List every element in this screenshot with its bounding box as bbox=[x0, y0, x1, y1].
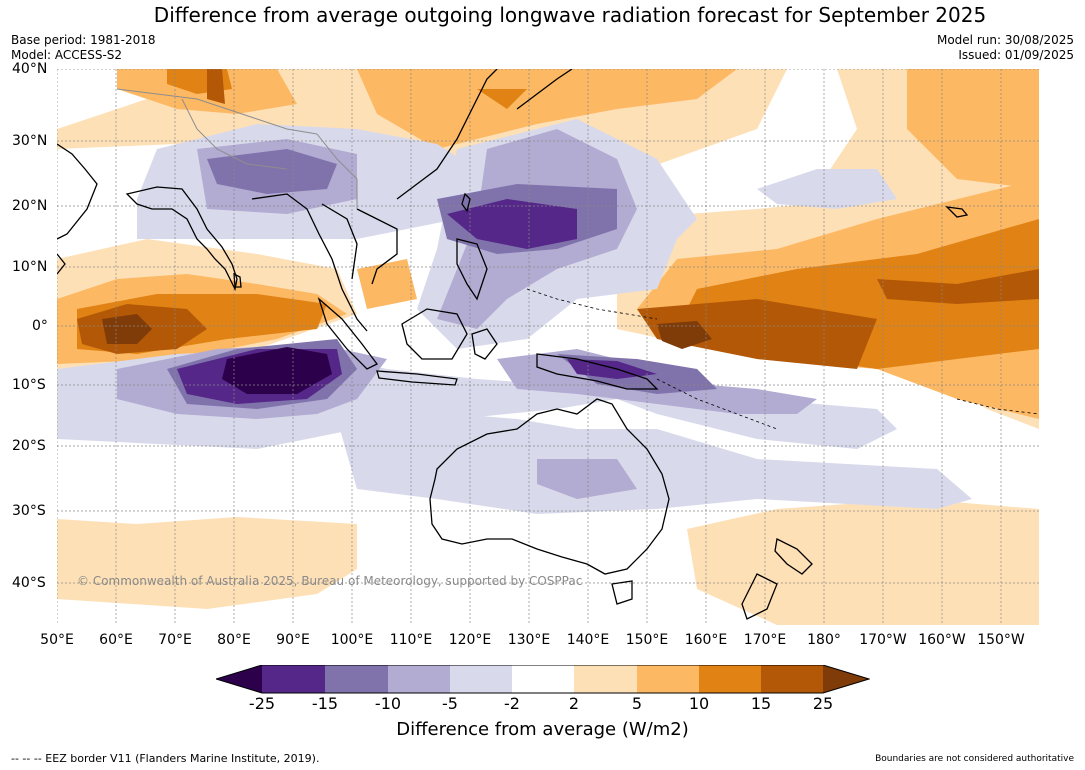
colorbar-tick: -5 bbox=[442, 694, 458, 713]
colorbar-outline bbox=[216, 665, 870, 694]
lon-label-170w: 170°W bbox=[859, 632, 907, 648]
lon-label-110e: 110°E bbox=[389, 632, 433, 648]
eez-borders bbox=[526, 288, 1039, 430]
country-borders bbox=[116, 88, 358, 209]
graticule bbox=[57, 69, 1039, 625]
colorbar-tick: 2 bbox=[568, 694, 580, 713]
lat-label-20s: 20°S bbox=[12, 438, 46, 454]
colorbar-tick: 5 bbox=[631, 694, 643, 713]
map-title: Difference from average outgoing longwav… bbox=[153, 3, 987, 27]
lat-label-10n: 10°N bbox=[12, 259, 48, 275]
colorbar-min-arrow bbox=[216, 665, 262, 693]
meta-left: Base period: 1981-2018 Model: ACCESS-S2 bbox=[11, 33, 156, 63]
lat-label-0: 0° bbox=[32, 318, 48, 334]
lon-label-100e: 100°E bbox=[330, 632, 374, 648]
colorbar-max-arrow bbox=[823, 665, 869, 693]
lon-label-150w: 150°W bbox=[977, 632, 1025, 648]
lat-label-30n: 30°N bbox=[12, 133, 48, 149]
colorbar-swatch-8 bbox=[699, 665, 761, 693]
lat-label-20n: 20°N bbox=[12, 198, 48, 214]
copyright-note: © Commonwealth of Australia 2025, Bureau… bbox=[77, 574, 583, 588]
lon-label-160w: 160°W bbox=[918, 632, 966, 648]
model-run: Model run: 30/08/2025 bbox=[936, 33, 1074, 47]
anomaly-gt25 bbox=[102, 314, 712, 349]
colorbar-tick: 25 bbox=[812, 694, 834, 713]
colorbar-swatch-7 bbox=[637, 665, 699, 693]
lon-label-180: 180° bbox=[807, 632, 841, 648]
issued-date: Issued: 01/09/2025 bbox=[958, 48, 1074, 62]
coastlines bbox=[57, 69, 969, 620]
lon-label-170e: 170°E bbox=[743, 632, 787, 648]
colorbar-tick: 10 bbox=[688, 694, 710, 713]
lon-label-90e: 90°E bbox=[276, 632, 310, 648]
colorbar-swatch-2 bbox=[325, 665, 388, 693]
colorbar-swatch-3 bbox=[388, 665, 450, 693]
eez-note: -- -- -- EEZ border V11 (Flanders Marine… bbox=[11, 752, 320, 765]
colorbar-tick: -10 bbox=[374, 694, 402, 713]
meta-right: Model run: 30/08/2025 Issued: 01/09/2025 bbox=[937, 33, 1074, 63]
lat-label-10s: 10°S bbox=[12, 377, 46, 393]
lat-label-40n: 40°N bbox=[12, 61, 48, 77]
base-period: Base period: 1981-2018 bbox=[11, 33, 156, 47]
colorbar-tick: -2 bbox=[504, 694, 520, 713]
colorbar-swatch-5 bbox=[512, 665, 574, 693]
lon-label-50e: 50°E bbox=[40, 632, 74, 648]
model-name: Model: ACCESS-S2 bbox=[11, 48, 123, 62]
colorbar-swatch-4 bbox=[450, 665, 512, 693]
boundary-disclaimer: Boundaries are not considered authoritat… bbox=[875, 754, 1074, 764]
lon-label-80e: 80°E bbox=[217, 632, 251, 648]
lon-label-150e: 150°E bbox=[625, 632, 669, 648]
colorbar-swatch-1 bbox=[262, 665, 325, 693]
lat-label-30s: 30°S bbox=[12, 503, 46, 519]
lon-label-130e: 130°E bbox=[507, 632, 551, 648]
lon-label-160e: 160°E bbox=[684, 632, 728, 648]
colorbar-tick: -25 bbox=[248, 694, 276, 713]
colorbar-tick: -15 bbox=[311, 694, 339, 713]
lon-label-120e: 120°E bbox=[448, 632, 492, 648]
colorbar bbox=[216, 665, 870, 694]
colorbar-swatch-6 bbox=[574, 665, 637, 693]
lon-label-60e: 60°E bbox=[99, 632, 133, 648]
ola-anomaly-map bbox=[57, 69, 1039, 625]
colorbar-tick: 15 bbox=[750, 694, 772, 713]
colorbar-label: Difference from average (W/m2) bbox=[396, 719, 689, 740]
colorbar-swatch-9 bbox=[761, 665, 823, 693]
lon-label-70e: 70°E bbox=[158, 632, 192, 648]
lon-label-140e: 140°E bbox=[566, 632, 610, 648]
lat-label-40s: 40°S bbox=[12, 575, 46, 591]
anomaly-lt-minus25 bbox=[222, 347, 332, 394]
